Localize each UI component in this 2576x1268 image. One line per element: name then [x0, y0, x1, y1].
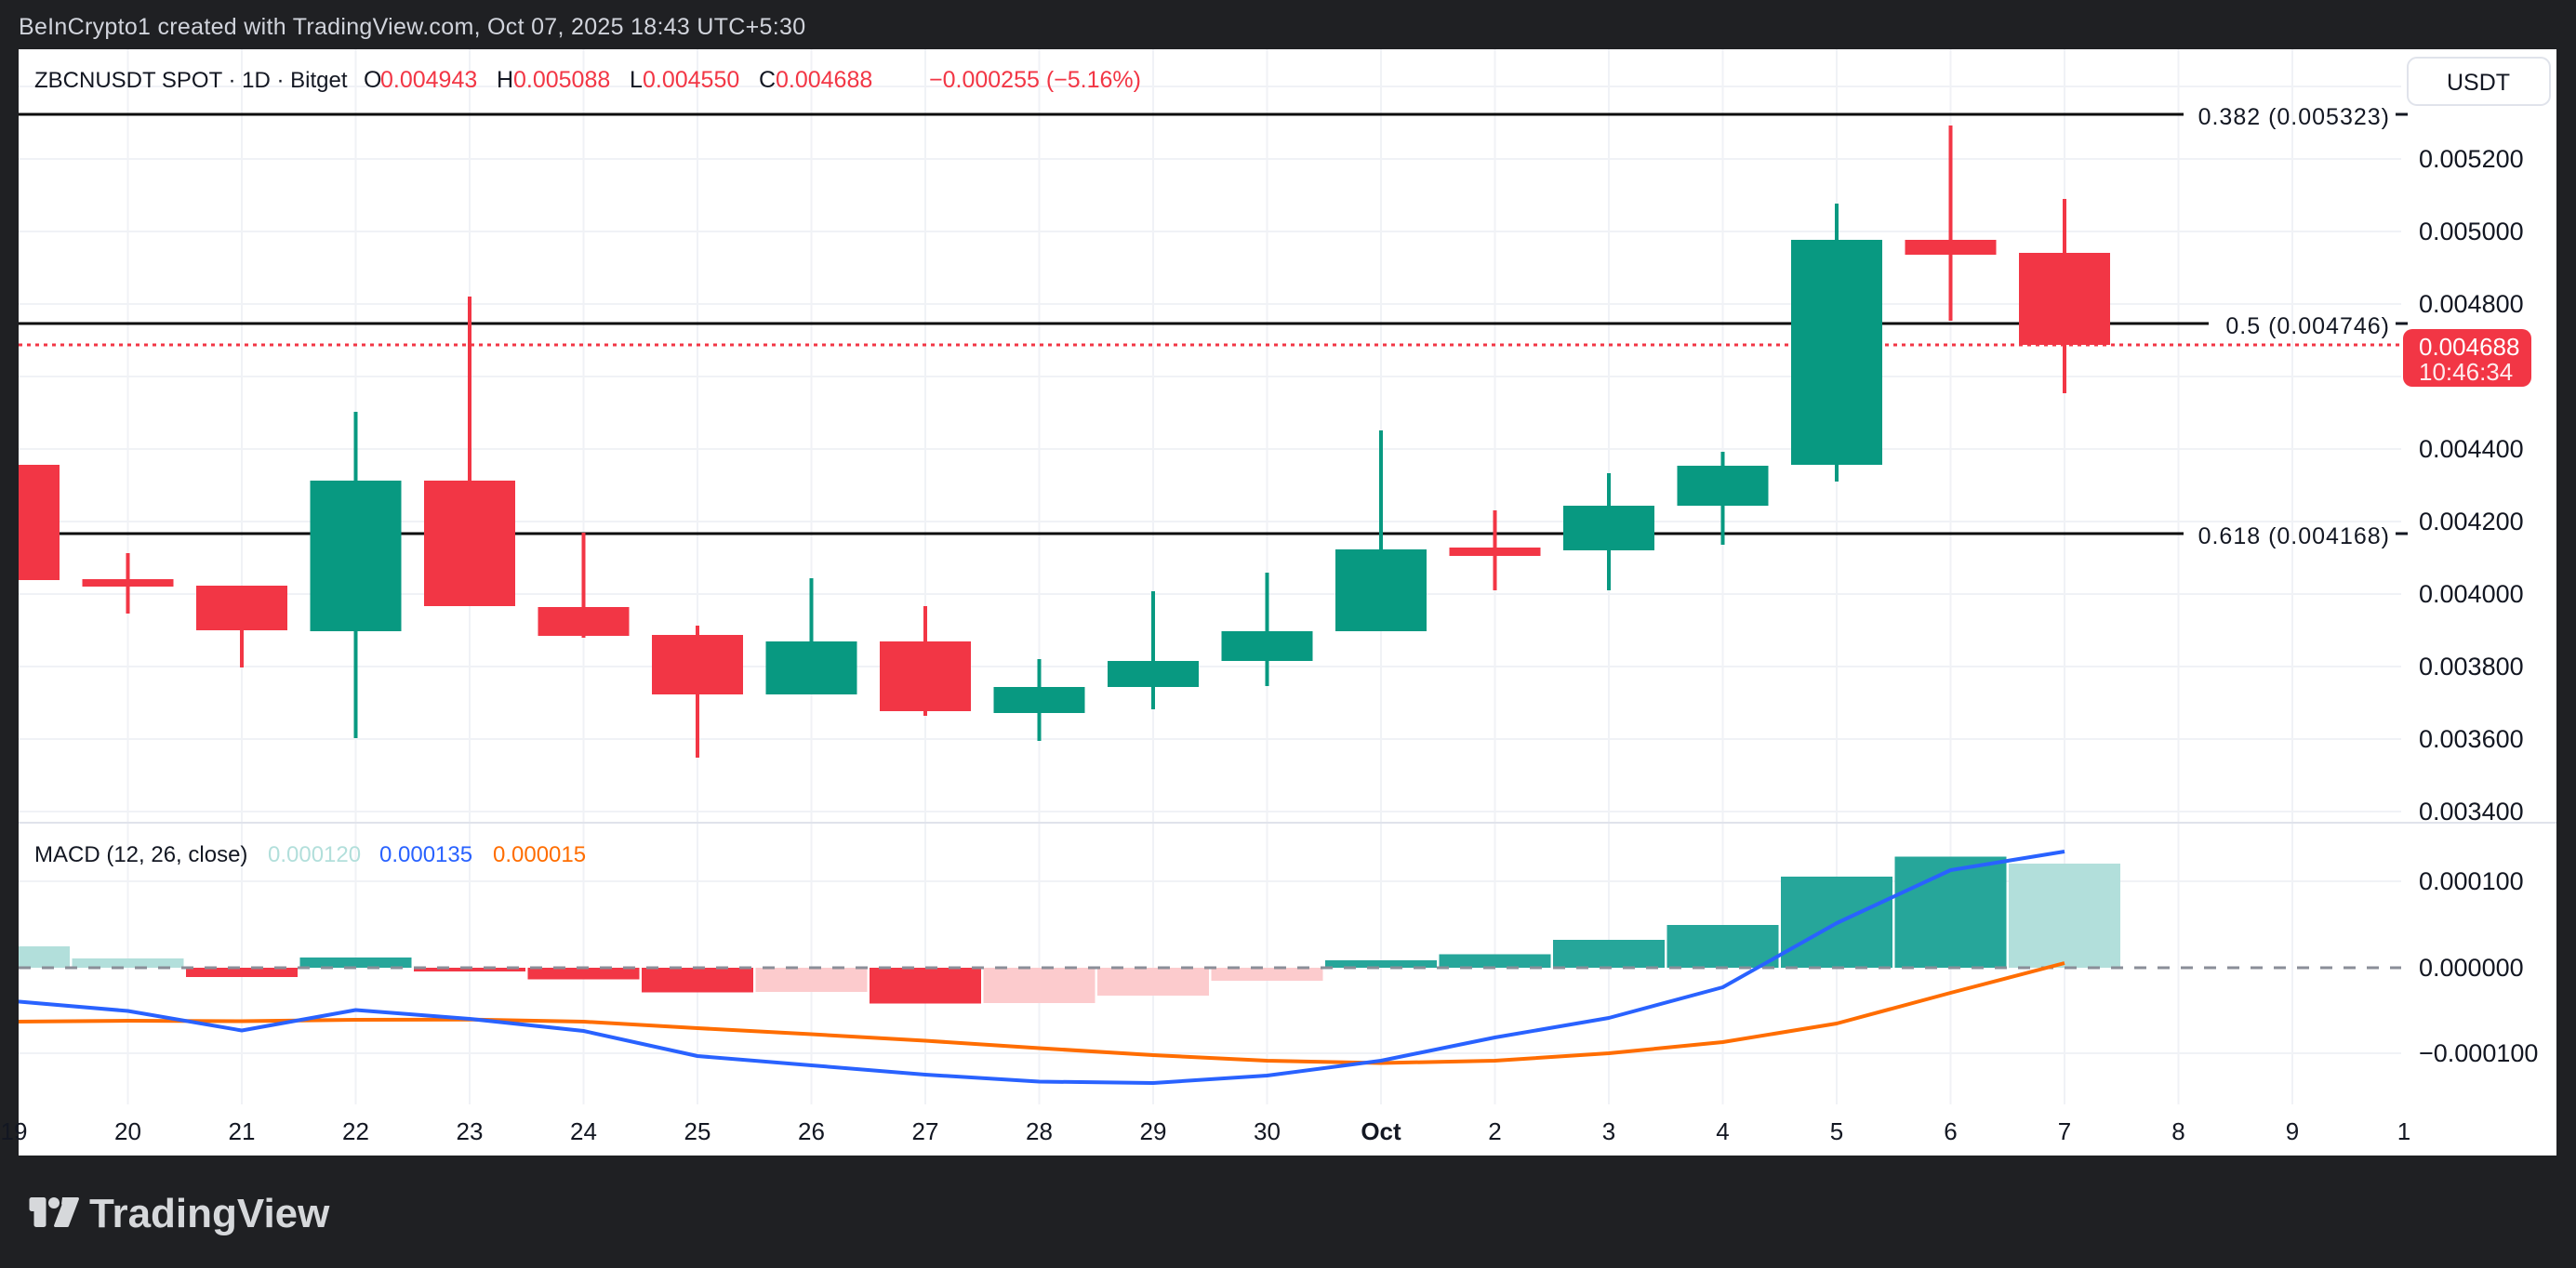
- svg-text:0.618 (0.004168): 0.618 (0.004168): [2198, 523, 2390, 549]
- svg-text:8: 8: [2171, 1117, 2184, 1145]
- svg-text:0.5 (0.004746): 0.5 (0.004746): [2225, 313, 2390, 339]
- svg-text:25: 25: [684, 1117, 711, 1145]
- svg-text:BeInCrypto1 created with Tradi: BeInCrypto1 created with TradingView.com…: [19, 14, 805, 40]
- svg-text:26: 26: [798, 1117, 825, 1145]
- svg-text:0.003400: 0.003400: [2419, 798, 2524, 826]
- svg-text:5: 5: [1830, 1117, 1843, 1145]
- svg-text:28: 28: [1026, 1117, 1053, 1145]
- svg-text:6: 6: [1944, 1117, 1957, 1145]
- svg-text:1: 1: [2397, 1117, 2410, 1145]
- svg-text:USDT: USDT: [2447, 70, 2510, 96]
- svg-text:Oct: Oct: [1361, 1117, 1401, 1145]
- svg-text:ZBCNUSDT SPOT · 1D · Bitget: ZBCNUSDT SPOT · 1D · Bitget: [34, 68, 348, 93]
- svg-text:20: 20: [114, 1117, 141, 1145]
- svg-text:29: 29: [1140, 1117, 1167, 1145]
- svg-text:0.382 (0.005323): 0.382 (0.005323): [2198, 104, 2390, 130]
- svg-text:7: 7: [2058, 1117, 2071, 1145]
- svg-text:3: 3: [1602, 1117, 1615, 1145]
- svg-text:9: 9: [2286, 1117, 2299, 1145]
- svg-text:0.000100: 0.000100: [2419, 867, 2524, 895]
- svg-text:0.003800: 0.003800: [2419, 653, 2524, 680]
- svg-text:4: 4: [1716, 1117, 1729, 1145]
- svg-text:0.004200: 0.004200: [2419, 508, 2524, 535]
- svg-text:0.003600: 0.003600: [2419, 725, 2524, 753]
- svg-text:0.004000: 0.004000: [2419, 580, 2524, 608]
- svg-text:24: 24: [570, 1117, 597, 1145]
- svg-text:30: 30: [1254, 1117, 1281, 1145]
- svg-text:0.005000: 0.005000: [2419, 218, 2524, 245]
- svg-text:0.004688: 0.004688: [2419, 333, 2519, 361]
- svg-text:0.004400: 0.004400: [2419, 435, 2524, 463]
- svg-text:TradingView: TradingView: [89, 1191, 330, 1236]
- svg-text:27: 27: [912, 1117, 939, 1145]
- svg-text:21: 21: [229, 1117, 256, 1145]
- svg-text:0.000000: 0.000000: [2419, 954, 2524, 982]
- svg-text:−0.000100: −0.000100: [2419, 1039, 2538, 1067]
- svg-text:23: 23: [457, 1117, 484, 1145]
- svg-text:10:46:34: 10:46:34: [2419, 358, 2513, 386]
- svg-text:22: 22: [342, 1117, 369, 1145]
- svg-text:0.005200: 0.005200: [2419, 145, 2524, 173]
- svg-text:2: 2: [1488, 1117, 1501, 1145]
- svg-text:0.004800: 0.004800: [2419, 290, 2524, 318]
- svg-text:19: 19: [1, 1117, 28, 1145]
